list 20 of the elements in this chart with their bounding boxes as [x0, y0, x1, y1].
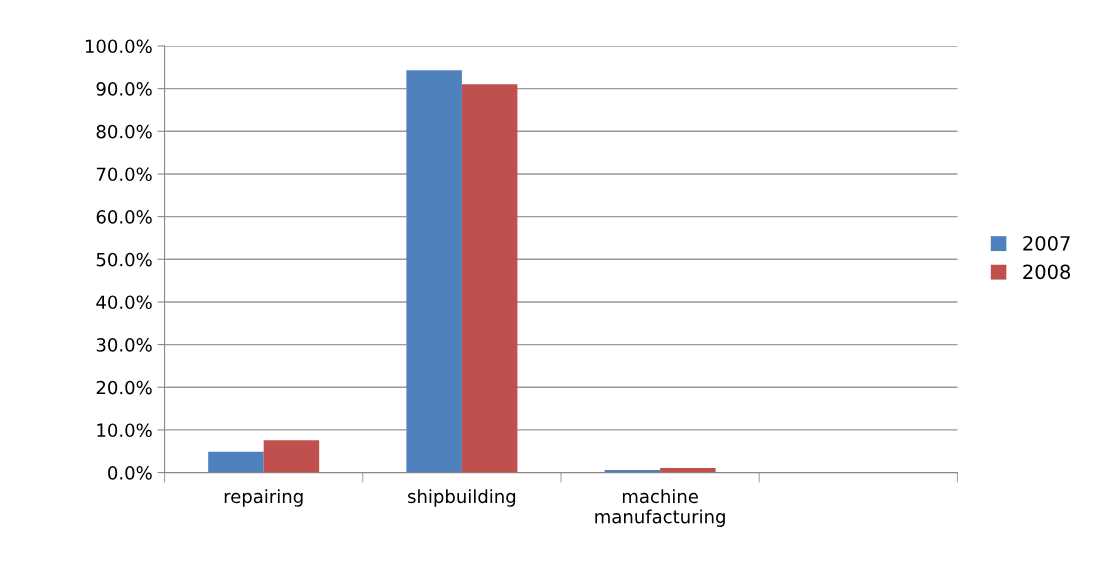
y-tick-label: 80.0%: [96, 124, 152, 139]
bar: [263, 440, 320, 473]
bar: [208, 451, 264, 473]
y-tick-label: 20.0%: [96, 380, 152, 395]
legend-label: 2007: [1023, 235, 1070, 251]
bar: [461, 84, 518, 473]
legend-label: 2008: [1023, 264, 1071, 280]
y-tick-label: 90.0%: [96, 82, 152, 96]
y-tick-label: 30.0%: [96, 338, 152, 352]
x-tick-label: repairing: [224, 489, 303, 507]
bar: [406, 70, 462, 473]
x-tick-label: machine manufacturing: [595, 489, 725, 527]
y-tick-label: 40.0%: [96, 295, 152, 310]
y-tick-label: 0.0%: [108, 466, 152, 480]
y-tick-label: 70.0%: [96, 167, 152, 182]
y-tick-label: 50.0%: [96, 252, 152, 267]
y-tick-label: 10.0%: [97, 423, 152, 438]
y-tick-label: 60.0%: [96, 210, 152, 224]
x-tick-label: shipbuilding: [408, 489, 516, 507]
y-tick-label: 100.0%: [85, 39, 152, 54]
